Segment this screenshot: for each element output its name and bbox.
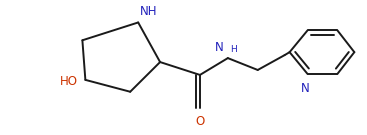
Text: O: O [195,114,204,128]
Text: NH: NH [140,4,158,18]
Text: H: H [230,45,237,54]
Text: N: N [301,82,310,95]
Text: HO: HO [59,75,77,88]
Text: N: N [215,41,224,54]
